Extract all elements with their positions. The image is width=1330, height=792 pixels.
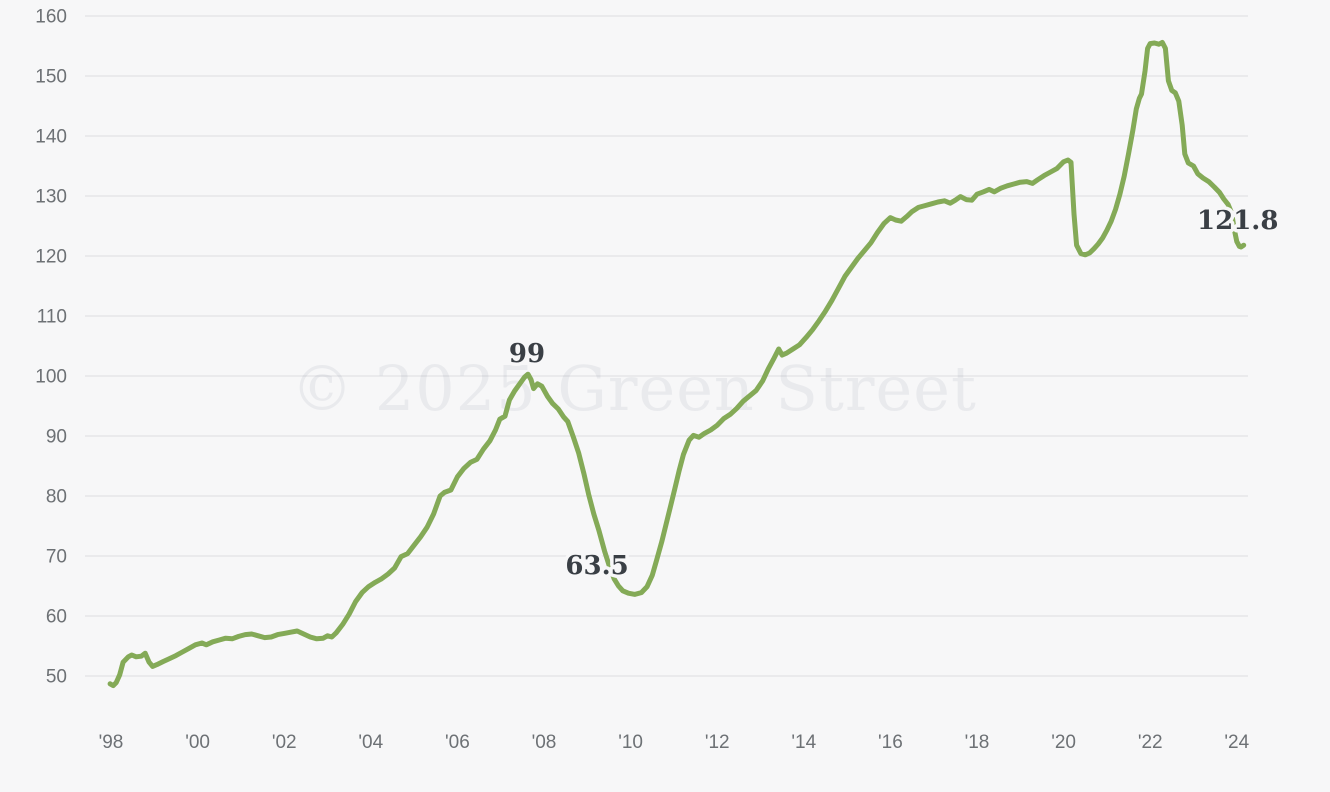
data-point-annotation: 121.8 (1197, 206, 1278, 236)
data-point-annotation: 99 (509, 339, 545, 369)
y-axis-label: 50 (46, 667, 67, 688)
y-axis-label: 100 (35, 367, 67, 388)
x-axis-label: '14 (791, 732, 816, 753)
x-axis-label: '22 (1138, 732, 1163, 753)
x-axis-label: '98 (99, 732, 124, 753)
x-axis-label: '24 (1224, 732, 1249, 753)
y-axis-label: 140 (35, 127, 67, 148)
y-axis-label: 130 (35, 187, 67, 208)
x-axis-label: '18 (965, 732, 990, 753)
y-axis-label: 110 (37, 307, 67, 328)
watermark-text: © 2025 Green Street (291, 352, 977, 425)
y-axis-label: 150 (35, 67, 67, 88)
y-axis-label: 90 (46, 427, 67, 448)
y-axis-label: 70 (46, 547, 67, 568)
x-axis-label: '04 (358, 732, 383, 753)
x-axis-label: '06 (445, 732, 470, 753)
y-axis-label: 160 (35, 7, 67, 28)
y-axis-label: 60 (46, 607, 67, 628)
y-axis-label: 120 (35, 247, 67, 268)
index-line-series (107, 39, 1247, 689)
x-axis-label: '20 (1051, 732, 1076, 753)
x-axis-label: '00 (185, 732, 210, 753)
x-axis-label: '12 (705, 732, 730, 753)
x-axis-label: '10 (618, 732, 643, 753)
x-axis-label: '08 (532, 732, 557, 753)
y-axis-label: 80 (46, 487, 67, 508)
x-axis-label: '02 (272, 732, 297, 753)
x-axis-label: '16 (878, 732, 903, 753)
data-point-annotation: 63.5 (565, 551, 628, 581)
